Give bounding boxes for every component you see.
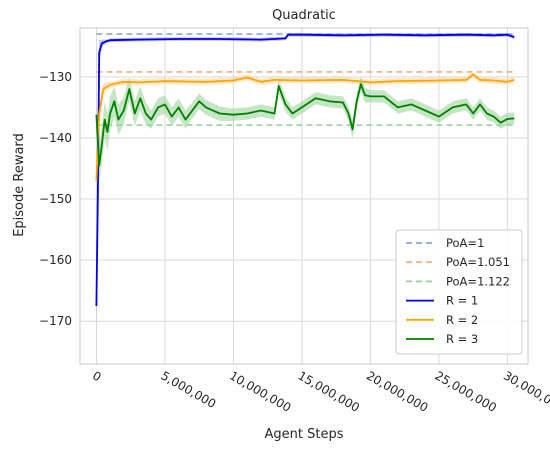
y-tick-label: −140 xyxy=(39,131,72,145)
x-axis-label: Agent Steps xyxy=(265,427,344,442)
series-2-band xyxy=(96,71,515,196)
legend-box xyxy=(395,229,523,355)
grid-lines xyxy=(80,28,528,364)
y-tick-label: −160 xyxy=(39,253,72,267)
chart-title: Quadratic xyxy=(272,8,336,23)
series-1-line xyxy=(95,33,515,307)
series-lines xyxy=(95,33,515,307)
y-axis-ticks: −170 −160 −150 −140 −130 xyxy=(39,70,72,328)
legend-label-6: R = 3 xyxy=(446,332,478,346)
y-tick-label: −170 xyxy=(39,314,72,328)
legend-label-4: R = 1 xyxy=(446,294,478,308)
y-tick-label: −150 xyxy=(39,192,72,206)
y-axis-label: Episode Reward xyxy=(12,133,27,237)
y-tick-label: −130 xyxy=(39,70,72,84)
series-3-line xyxy=(95,83,515,167)
legend-label-2: PoA=1.051 xyxy=(446,255,510,269)
legend-label-5: R = 2 xyxy=(446,313,478,327)
plot-frame xyxy=(79,27,529,365)
legend: PoA=1 PoA=1.051 PoA=1.122 R = 1 R = 2 R = 3 xyxy=(395,229,523,355)
legend-label-1: PoA=1 xyxy=(446,236,484,250)
series-2-line xyxy=(95,73,515,181)
legend-label-3: PoA=1.122 xyxy=(446,274,510,288)
